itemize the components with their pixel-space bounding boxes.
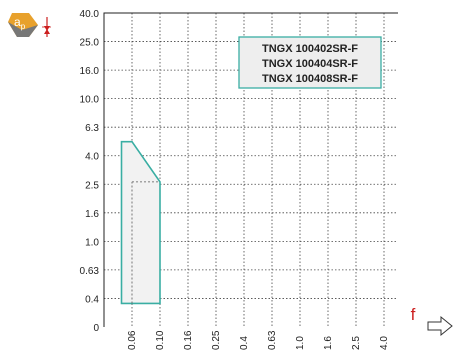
x-tick-label: 1.0 <box>295 336 306 350</box>
arrow-right-icon <box>427 315 453 337</box>
x-tick-label: 0.25 <box>211 330 222 350</box>
x-tick-label: 0.4 <box>239 336 250 350</box>
y-tick-label: 1.6 <box>85 209 99 220</box>
y-tick-label: 40.0 <box>80 9 100 20</box>
y-tick-label: 6.3 <box>85 123 99 134</box>
x-tick-label: 0.63 <box>267 330 278 350</box>
x-tick-label: 2.5 <box>351 336 362 350</box>
legend-entry-2: TNGX 100408SR-F <box>262 73 358 85</box>
x-tick-label: 4.0 <box>379 336 390 350</box>
region-polygon <box>120 140 161 305</box>
x-tick-label: 0.06 <box>127 330 138 350</box>
x-tick-label: 0.10 <box>155 330 166 350</box>
legend: TNGX 100402SR-F TNGX 100404SR-F TNGX 100… <box>238 36 382 89</box>
plot-frame <box>103 12 398 327</box>
y-tick-label: 2.5 <box>85 180 99 191</box>
y-tick-label: 16.0 <box>80 66 100 77</box>
x-tick-label: 1.6 <box>323 336 334 350</box>
y-tick-label: 1.0 <box>85 237 99 248</box>
ap-depth-icon: ap <box>8 13 51 37</box>
legend-entry-1: TNGX 100404SR-F <box>262 58 358 70</box>
x-axis-label: f <box>411 305 416 324</box>
y-axis-ticks: 0 0.4 0.63 1.0 1.6 2.5 4.0 6.3 10.0 16.0 25.0 40.0 <box>80 9 100 334</box>
application-region <box>120 140 161 305</box>
y-tick-label: 25.0 <box>80 38 100 49</box>
y-tick-label: 0.63 <box>80 266 100 277</box>
y-tick-label: 0 <box>93 323 99 334</box>
legend-entry-0: TNGX 100402SR-F <box>262 43 358 55</box>
ap-icon-label: ap <box>14 15 26 31</box>
y-tick-label: 0.4 <box>85 294 99 305</box>
x-axis-ticks: 0.06 0.10 0.16 0.25 0.4 0.63 1.0 1.6 2.5 4.0 <box>127 330 390 350</box>
y-tick-label: 10.0 <box>80 95 100 106</box>
x-tick-label: 0.16 <box>183 330 194 350</box>
y-tick-label: 4.0 <box>85 152 99 163</box>
